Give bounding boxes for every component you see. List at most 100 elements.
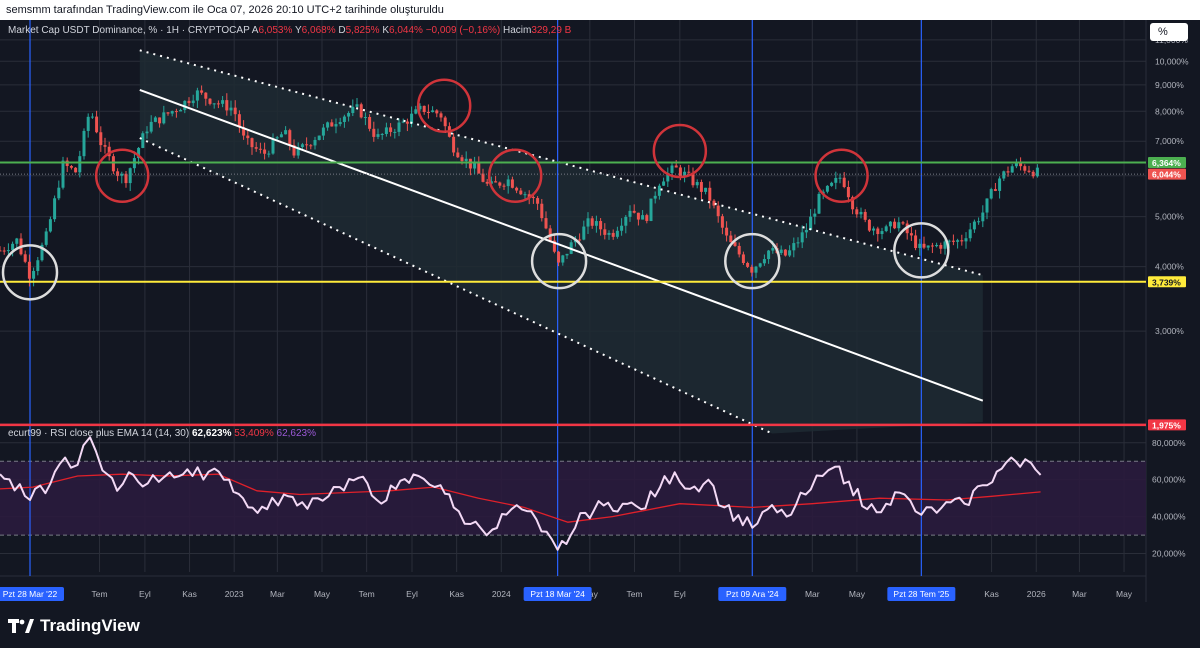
candle-body <box>620 225 624 231</box>
candle-body <box>258 148 262 150</box>
candle-body <box>200 90 204 93</box>
rsi-axis-tick-label: 20,000% <box>1152 549 1186 559</box>
candle-body <box>477 163 481 174</box>
candle-body <box>271 138 275 154</box>
red-circle <box>487 148 543 204</box>
red-circle <box>416 78 472 133</box>
candle-body <box>351 106 355 114</box>
candle-body <box>615 230 619 237</box>
price-axis-tick-label: 3,000% <box>1155 326 1184 336</box>
candle-body <box>901 222 905 224</box>
footer: TradingView <box>0 602 1200 648</box>
vertical-marker-date-label: Pzt 28 Tem '25 <box>893 589 949 599</box>
candle-body <box>183 100 187 110</box>
candle-body <box>943 241 947 249</box>
candle-body <box>956 240 960 242</box>
candle-body <box>204 92 208 99</box>
candle-body <box>393 131 397 133</box>
candle-body <box>792 243 796 251</box>
candle-body <box>951 240 955 242</box>
candle-body <box>456 152 460 158</box>
ema-line <box>0 473 1041 523</box>
rsi-legend: ecurt99 · RSI close plus EMA 14 (14, 30)… <box>8 428 316 439</box>
candle-body <box>494 181 498 183</box>
candle-body <box>687 171 691 173</box>
candle-body <box>586 218 590 227</box>
candle-body <box>603 229 607 235</box>
candle-body <box>414 109 418 114</box>
volume-label: Hacim <box>502 25 532 36</box>
time-axis-tick-label: 2023 <box>225 589 244 599</box>
candle-body <box>237 114 241 128</box>
candle-body <box>355 104 359 107</box>
tradingview-logo[interactable]: TradingView <box>8 616 140 636</box>
candle-body <box>636 212 640 220</box>
time-axis-tick-label: Kas <box>984 589 999 599</box>
candle-body <box>275 137 279 139</box>
time-axis-tick-label: Eyl <box>139 589 151 599</box>
candle-body <box>762 259 766 264</box>
candle-body <box>788 250 792 256</box>
rsi-extra-value: 62,623% <box>276 428 316 439</box>
candle-body <box>137 147 141 159</box>
candle-body <box>561 255 565 263</box>
candle-body <box>796 242 800 244</box>
candle-body <box>813 213 817 217</box>
chart-canvas[interactable]: 3,000%4,000%5,000%6,000%7,000%8,000%9,00… <box>0 20 1200 602</box>
yellow-level-tag-label: 3,739% <box>1152 277 1181 287</box>
candle-body <box>599 221 603 230</box>
attribution-text: semsmm tarafından TradingView.com ile Oc… <box>6 4 444 16</box>
volume-value: 329,29 B <box>531 25 572 36</box>
candle-body <box>746 262 750 267</box>
candle-body <box>103 145 107 147</box>
candle-body <box>40 244 44 261</box>
price-axis-tick-label: 9,000% <box>1155 80 1184 90</box>
time-axis-tick-label: Mar <box>805 589 820 599</box>
candle-body <box>649 198 653 221</box>
candle-body <box>939 244 943 249</box>
candle-body <box>330 122 334 127</box>
candle-body <box>368 117 372 129</box>
candle-body <box>779 249 783 254</box>
candle-body <box>594 221 598 226</box>
rsi-axis-tick-label: 40,000% <box>1152 512 1186 522</box>
candle-body <box>641 215 645 220</box>
time-axis-tick-label: Kas <box>449 589 464 599</box>
candle-body <box>506 179 510 187</box>
percent-scale-button[interactable]: % <box>1150 23 1188 41</box>
chart-area[interactable]: 3,000%4,000%5,000%6,000%7,000%8,000%9,00… <box>0 20 1200 602</box>
change-value: −0,009 (−0,16%) <box>425 25 501 36</box>
candle-body <box>107 146 111 157</box>
candle-body <box>914 235 918 249</box>
candle-body <box>141 133 145 148</box>
candle-body <box>426 111 430 113</box>
candle-body <box>695 182 699 186</box>
candle-body <box>716 205 720 217</box>
candle-body <box>712 200 716 206</box>
time-axis-tick-label: Eyl <box>674 589 686 599</box>
candle-body <box>300 144 304 148</box>
time-axis-tick-label: May <box>1116 589 1133 599</box>
time-axis-tick-label: Mar <box>1072 589 1087 599</box>
rsi-indicator-name[interactable]: ecurt99 · RSI close plus EMA 14 (14, 30) <box>8 428 190 439</box>
candle-body <box>321 127 325 136</box>
vertical-marker-date-label: Pzt 18 Mar '24 <box>530 589 585 599</box>
candle-body <box>216 103 220 105</box>
rsi-value: 62,623% <box>191 428 232 439</box>
candle-body <box>804 230 808 233</box>
time-axis-tick-label: 2024 <box>492 589 511 599</box>
channel-lower-line <box>139 137 773 435</box>
candle-body <box>279 134 283 138</box>
green-level-tag <box>1148 157 1186 169</box>
candle-body <box>515 187 519 191</box>
candle-body <box>540 203 544 219</box>
open-label: A <box>251 25 259 36</box>
candle-body <box>363 117 367 119</box>
candle-body <box>418 105 422 110</box>
candle-body <box>582 226 586 240</box>
candle-body <box>82 130 86 157</box>
candle-body <box>191 100 195 104</box>
time-axis-tick-label: May <box>314 589 331 599</box>
candle-body <box>733 242 737 246</box>
candle-body <box>830 182 834 186</box>
